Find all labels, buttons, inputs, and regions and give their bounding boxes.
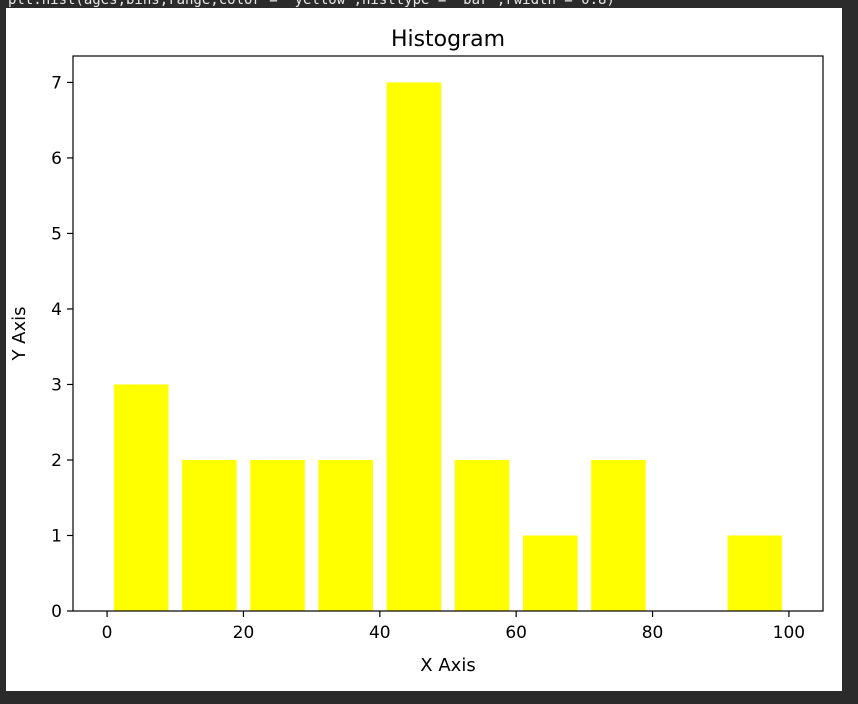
plot-area-frame: [72, 55, 824, 612]
y-tick-label: 1: [51, 526, 62, 546]
code-line: plt.hist(ages,bins,range,color = 'yellow…: [8, 0, 615, 8]
y-tick-label: 0: [51, 602, 62, 622]
x-tick-label: 20: [233, 623, 255, 643]
y-ticks-group: 0 1 2 3 4 5 6 7: [51, 73, 73, 622]
x-axis-label: X Axis: [420, 655, 475, 676]
x-tick-label: 100: [773, 623, 805, 643]
chart-title: Histogram: [391, 27, 505, 52]
y-axis-label: Y Axis: [9, 306, 30, 361]
x-tick-label: 80: [642, 623, 664, 643]
chart-figure: Histogram X Axis Y Axis 0 20 40 60 80 100 0 1 2…: [6, 8, 842, 691]
y-tick-label: 5: [51, 224, 62, 244]
y-tick-label: 4: [51, 300, 62, 320]
histogram-chart: Histogram X Axis Y Axis 0 20 40 60 80 100 0 1 2…: [9, 27, 824, 676]
bars-group: [113, 82, 783, 611]
y-tick-label: 3: [51, 375, 62, 395]
x-tick-label: 40: [369, 623, 391, 643]
x-tick-label: 60: [505, 623, 527, 643]
histogram-bar: [386, 82, 442, 611]
histogram-bar: [182, 459, 237, 611]
histogram-bar: [591, 459, 646, 611]
y-tick-label: 6: [51, 149, 62, 169]
histogram-bar: [318, 459, 373, 611]
histogram-bar: [113, 384, 169, 611]
x-ticks-group: 0 20 40 60 80 100: [102, 611, 805, 643]
x-tick-label: 0: [102, 623, 113, 643]
y-tick-label: 7: [51, 73, 62, 93]
histogram-bar: [727, 535, 783, 611]
y-tick-label: 2: [51, 451, 62, 471]
histogram-bar: [523, 535, 578, 611]
histogram-bar: [454, 459, 510, 611]
histogram-bar: [250, 459, 305, 611]
